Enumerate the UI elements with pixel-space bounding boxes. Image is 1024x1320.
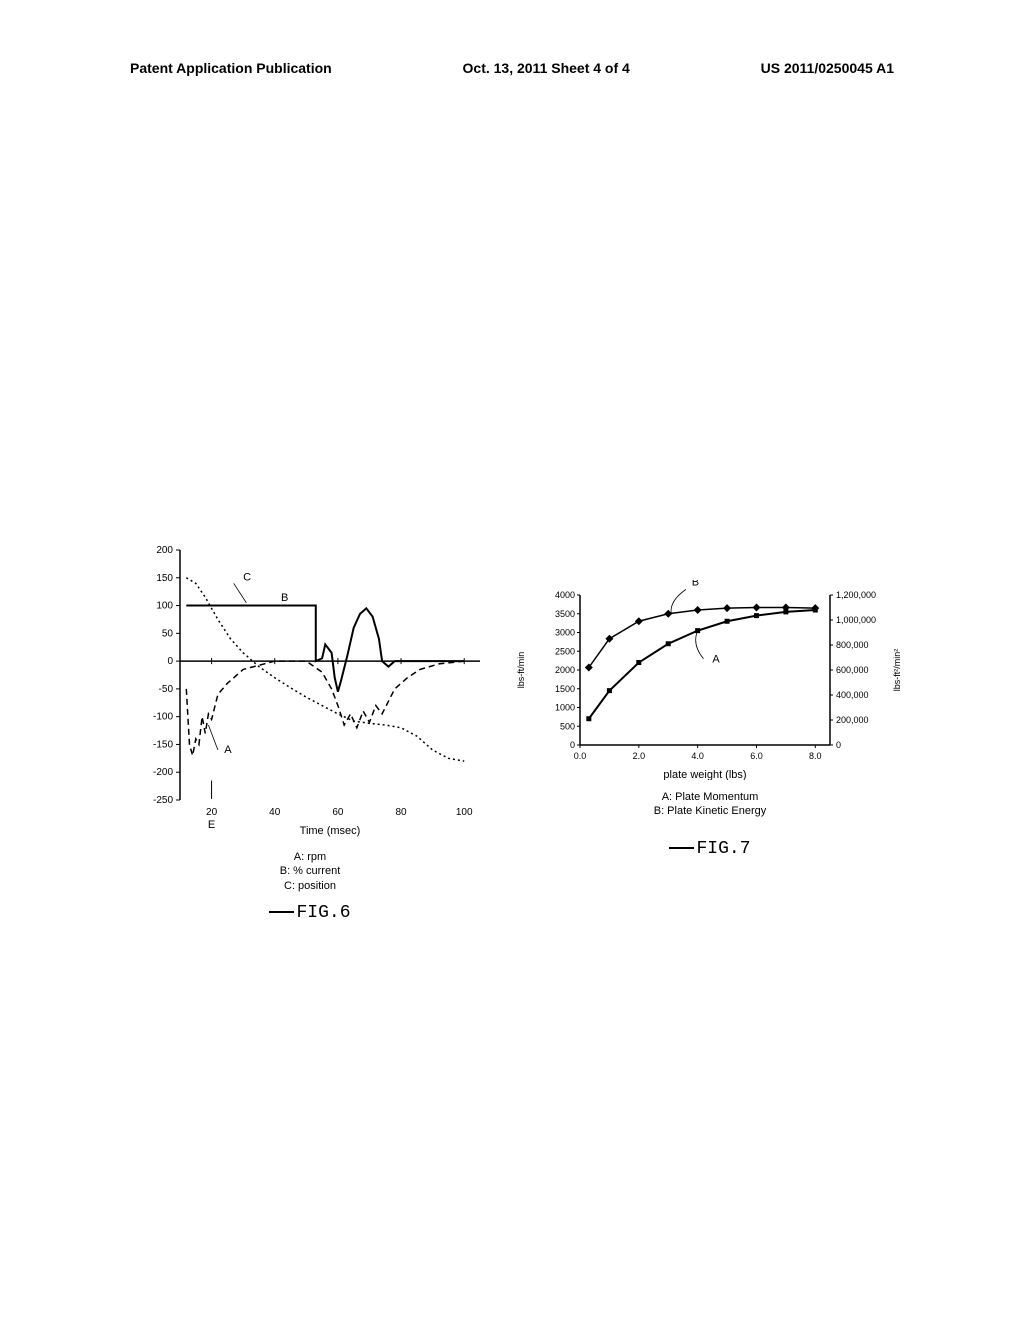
fig6-legend-a: A: rpm [130, 850, 490, 864]
svg-text:6.0: 6.0 [750, 751, 763, 761]
svg-text:4000: 4000 [555, 590, 575, 600]
svg-text:A: A [224, 744, 232, 756]
svg-text:3500: 3500 [555, 609, 575, 619]
header-center: Oct. 13, 2011 Sheet 4 of 4 [463, 60, 630, 76]
svg-text:600,000: 600,000 [836, 665, 869, 675]
svg-text:400,000: 400,000 [836, 690, 869, 700]
charts-container: -250 -200 -150 -100 -50 0 50 100 150 200 20 40 60 80 1… [130, 540, 894, 923]
fig6-title: FIG.6 [130, 903, 490, 923]
svg-text:100: 100 [156, 601, 173, 612]
fig6-legend-c: C: position [130, 879, 490, 893]
header-left: Patent Application Publication [130, 60, 332, 76]
fig7-title: FIG.7 [510, 839, 910, 859]
svg-text:40: 40 [269, 807, 281, 818]
svg-text:2.0: 2.0 [633, 751, 646, 761]
svg-text:-100: -100 [153, 712, 173, 723]
svg-text:50: 50 [162, 628, 174, 639]
header-right: US 2011/0250045 A1 [761, 60, 894, 76]
svg-text:8.0: 8.0 [809, 751, 822, 761]
fig6-wrapper: -250 -200 -150 -100 -50 0 50 100 150 200 20 40 60 80 1… [130, 540, 490, 923]
svg-text:plate weight (lbs): plate weight (lbs) [663, 769, 746, 780]
svg-text:2000: 2000 [555, 665, 575, 675]
fig6-chart: -250 -200 -150 -100 -50 0 50 100 150 200 20 40 60 80 1… [130, 540, 490, 840]
svg-text:1,000,000: 1,000,000 [836, 615, 876, 625]
svg-text:B: B [692, 580, 699, 589]
svg-text:B: B [281, 592, 288, 604]
svg-text:2500: 2500 [555, 646, 575, 656]
svg-text:20: 20 [206, 807, 218, 818]
svg-text:80: 80 [395, 807, 407, 818]
fig7-legend-b: B: Plate Kinetic Energy [510, 804, 910, 818]
svg-text:1,200,000: 1,200,000 [836, 590, 876, 600]
svg-text:3000: 3000 [555, 628, 575, 638]
svg-text:60: 60 [332, 807, 344, 818]
svg-text:0: 0 [836, 740, 841, 750]
fig7-chart: 0 500 1000 1500 2000 2500 3000 3500 4000 0 200,000… [510, 580, 910, 780]
svg-text:500: 500 [560, 721, 575, 731]
svg-text:0.0: 0.0 [574, 751, 587, 761]
svg-text:C: C [243, 572, 251, 584]
fig7-legend: A: Plate Momentum B: Plate Kinetic Energ… [510, 790, 910, 819]
svg-text:1500: 1500 [555, 684, 575, 694]
svg-text:100: 100 [456, 807, 473, 818]
svg-text:4.0: 4.0 [691, 751, 704, 761]
svg-text:1000: 1000 [555, 703, 575, 713]
page-header: Patent Application Publication Oct. 13, … [0, 60, 1024, 76]
svg-text:200,000: 200,000 [836, 715, 869, 725]
svg-text:150: 150 [156, 573, 173, 584]
svg-text:200: 200 [156, 545, 173, 556]
fig7-legend-a: A: Plate Momentum [510, 790, 910, 804]
svg-text:lbs-ft²/min²: lbs-ft²/min² [892, 649, 902, 692]
svg-text:E: E [208, 819, 215, 831]
svg-text:lbs-ft/min: lbs-ft/min [516, 652, 526, 689]
svg-text:800,000: 800,000 [836, 640, 869, 650]
svg-text:-150: -150 [153, 739, 173, 750]
svg-text:-200: -200 [153, 767, 173, 778]
svg-text:0: 0 [570, 740, 575, 750]
fig6-legend: A: rpm B: % current C: position [130, 850, 490, 893]
fig7-wrapper: 0 500 1000 1500 2000 2500 3000 3500 4000 0 200,000… [510, 580, 910, 923]
svg-text:-250: -250 [153, 795, 173, 806]
fig6-legend-b: B: % current [130, 864, 490, 878]
svg-text:-50: -50 [159, 684, 174, 695]
svg-text:Time (msec): Time (msec) [300, 825, 361, 837]
svg-text:A: A [712, 654, 720, 666]
svg-text:0: 0 [167, 656, 173, 667]
